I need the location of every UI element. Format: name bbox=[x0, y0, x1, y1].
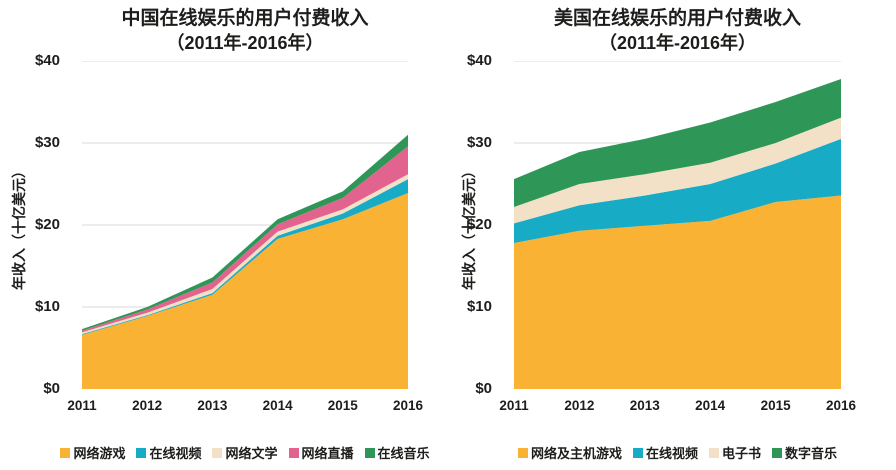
china-chart-panel: 中国在线娱乐的用户付费收入 （2011年-2016年） 年收入（十亿美元） $0… bbox=[11, 6, 442, 462]
legend-swatch bbox=[60, 447, 71, 458]
us-chart-title-line2: （2011年-2016年） bbox=[598, 33, 757, 53]
area-series-网络游戏 bbox=[82, 193, 408, 389]
us-stacked-area-plot bbox=[514, 61, 841, 389]
legend-item-数字音乐: 数字音乐 bbox=[772, 443, 837, 462]
area-series-电子书 bbox=[514, 117, 841, 224]
legend-label: 数字音乐 bbox=[785, 446, 838, 461]
y-tick-label: $0 bbox=[43, 380, 60, 397]
legend-label: 在线音乐 bbox=[377, 446, 430, 461]
area-series-数字音乐 bbox=[514, 79, 841, 207]
legend-swatch bbox=[364, 447, 375, 458]
legend-swatch bbox=[288, 447, 299, 458]
y-tick-label: $30 bbox=[466, 134, 492, 151]
china-chart-title: 中国在线娱乐的用户付费收入 （2011年-2016年） bbox=[82, 6, 408, 55]
china-stacked-area-plot bbox=[82, 61, 408, 389]
legend-item-在线音乐: 在线音乐 bbox=[364, 443, 430, 462]
x-tick-label: 2013 bbox=[629, 398, 660, 413]
x-tick-label: 2012 bbox=[132, 398, 163, 413]
us-chart-title-line1: 美国在线娱乐的用户付费收入 bbox=[553, 8, 801, 29]
legend-swatch bbox=[136, 447, 147, 458]
legend-label: 在线视频 bbox=[645, 446, 698, 461]
x-tick-label: 2013 bbox=[197, 398, 228, 413]
y-tick-label: $20 bbox=[34, 216, 60, 233]
china-chart-title-line1: 中国在线娱乐的用户付费收入 bbox=[121, 8, 369, 29]
y-tick-label: $10 bbox=[34, 298, 60, 315]
x-tick-label: 2015 bbox=[327, 398, 358, 413]
legend-swatch bbox=[212, 447, 223, 458]
area-series-在线视频 bbox=[514, 138, 841, 243]
x-tick-label: 2016 bbox=[392, 398, 424, 413]
x-tick-label: 2014 bbox=[262, 398, 293, 413]
china-chart-legend: 网络游戏 在线视频 网络文学 网络直播 在线音乐 bbox=[48, 443, 442, 462]
us-chart-legend: 网络及主机游戏 在线视频 电子书 数字音乐 bbox=[480, 443, 875, 462]
legend-label: 在线视频 bbox=[149, 446, 202, 461]
legend-item-网络及主机游戏: 网络及主机游戏 bbox=[517, 443, 622, 462]
legend-swatch bbox=[632, 447, 643, 458]
legend-label: 电子书 bbox=[722, 446, 762, 461]
us-chart-title: 美国在线娱乐的用户付费收入 （2011年-2016年） bbox=[514, 6, 841, 55]
y-tick-label: $40 bbox=[466, 52, 492, 69]
china-chart-title-line2: （2011年-2016年） bbox=[166, 33, 324, 53]
x-tick-label: 2011 bbox=[499, 398, 529, 413]
legend-swatch bbox=[709, 447, 719, 458]
y-tick-label: $20 bbox=[466, 216, 492, 233]
legend-label: 网络直播 bbox=[301, 446, 354, 461]
legend-item-在线视频: 在线视频 bbox=[136, 443, 201, 462]
legend-label: 网络及主机游戏 bbox=[530, 446, 622, 461]
x-tick-label: 2012 bbox=[564, 398, 595, 413]
legend-label: 网络文学 bbox=[225, 446, 278, 461]
legend-label: 网络游戏 bbox=[73, 446, 126, 461]
legend-item-电子书: 电子书 bbox=[709, 443, 761, 462]
legend-item-在线视频: 在线视频 bbox=[632, 443, 698, 462]
x-tick-label: 2015 bbox=[760, 398, 791, 413]
y-tick-label: $10 bbox=[466, 298, 492, 315]
x-tick-label: 2014 bbox=[695, 398, 726, 413]
y-tick-label: $30 bbox=[34, 134, 60, 151]
legend-item-网络游戏: 网络游戏 bbox=[60, 443, 125, 462]
y-tick-label: $40 bbox=[34, 52, 60, 69]
legend-swatch bbox=[772, 447, 783, 458]
x-tick-label: 2016 bbox=[825, 398, 857, 413]
x-tick-label: 2011 bbox=[67, 398, 97, 413]
y-tick-label: $0 bbox=[475, 380, 492, 397]
legend-item-网络直播: 网络直播 bbox=[288, 443, 354, 462]
legend-item-网络文学: 网络文学 bbox=[212, 443, 278, 462]
us-chart-panel: 美国在线娱乐的用户付费收入 （2011年-2016年） 年收入（十亿美元） $0… bbox=[448, 0, 896, 470]
area-series-网络及主机游戏 bbox=[514, 195, 841, 389]
legend-swatch bbox=[517, 447, 528, 458]
